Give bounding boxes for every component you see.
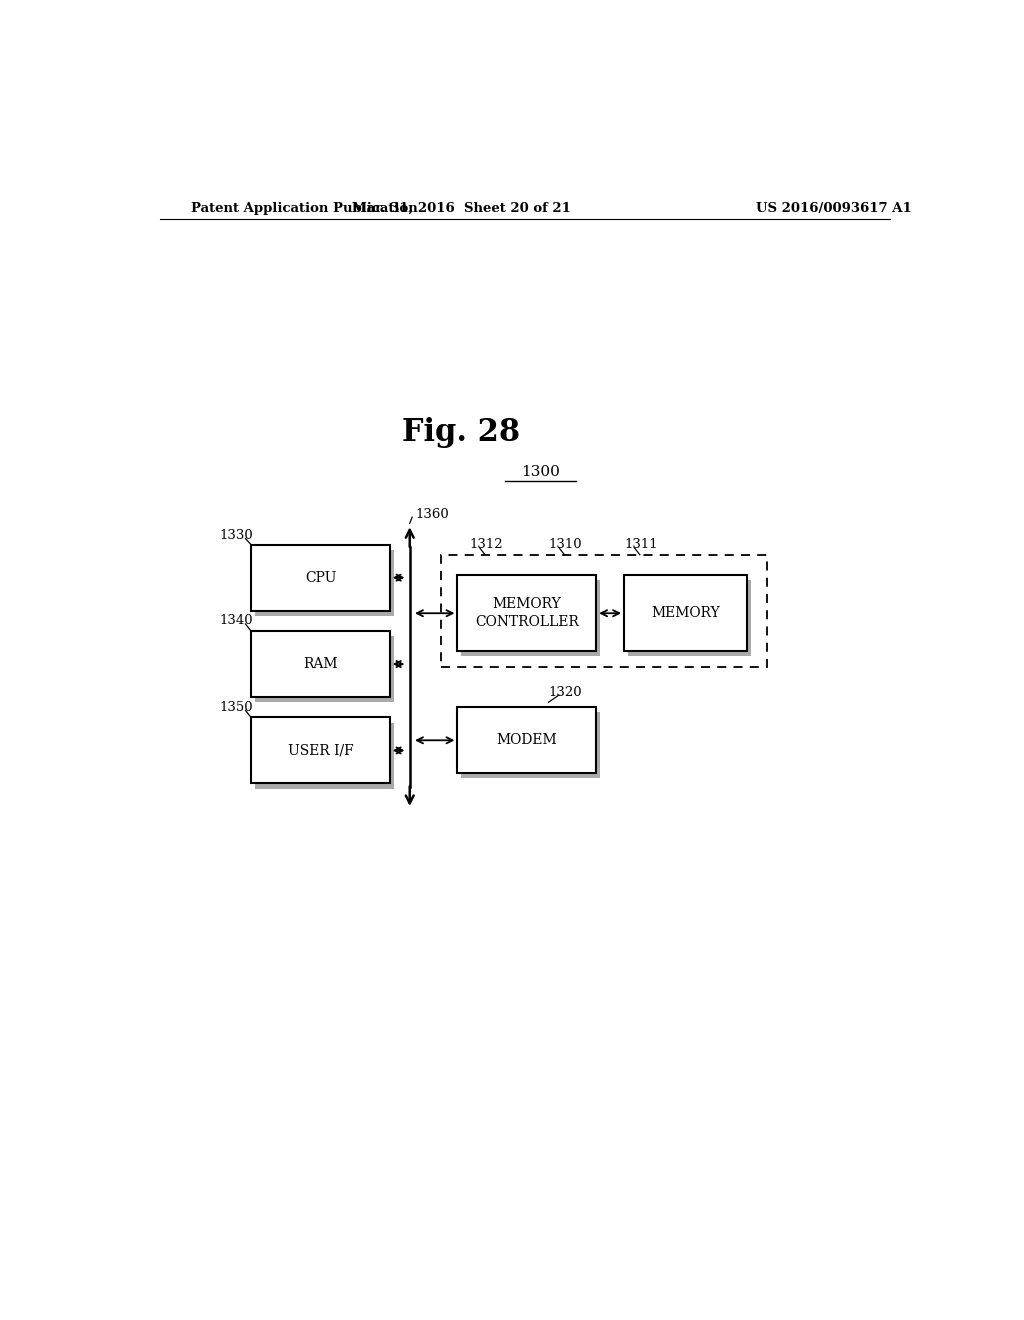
Text: Mar. 31, 2016  Sheet 20 of 21: Mar. 31, 2016 Sheet 20 of 21	[352, 202, 570, 215]
Text: MODEM: MODEM	[497, 734, 557, 747]
Text: US 2016/0093617 A1: US 2016/0093617 A1	[757, 202, 912, 215]
Text: CPU: CPU	[305, 570, 336, 585]
Text: 1312: 1312	[469, 539, 503, 552]
Bar	[251, 631, 390, 697]
Text: Fig. 28: Fig. 28	[402, 417, 520, 449]
Bar	[251, 718, 390, 784]
Text: MEMORY
CONTROLLER: MEMORY CONTROLLER	[475, 597, 579, 630]
Text: 1350: 1350	[219, 701, 253, 714]
Bar	[461, 581, 600, 656]
Text: RAM: RAM	[303, 657, 338, 671]
Text: MEMORY: MEMORY	[651, 606, 720, 620]
Bar	[255, 549, 394, 615]
Bar	[458, 576, 596, 651]
Text: 1300: 1300	[521, 465, 560, 479]
Bar	[441, 554, 767, 667]
Bar	[251, 545, 390, 611]
Bar	[624, 576, 748, 651]
Bar	[255, 722, 394, 788]
Bar	[628, 581, 751, 656]
Text: 1311: 1311	[624, 539, 657, 552]
Text: 1340: 1340	[219, 614, 253, 627]
Bar	[458, 708, 596, 774]
Bar	[461, 713, 600, 779]
Text: Patent Application Publication: Patent Application Publication	[191, 202, 418, 215]
Text: 1310: 1310	[549, 539, 583, 552]
Text: 1360: 1360	[416, 508, 450, 520]
Text: 1330: 1330	[219, 529, 253, 543]
Text: 1320: 1320	[549, 685, 583, 698]
Bar	[255, 636, 394, 702]
Text: USER I/F: USER I/F	[288, 743, 353, 758]
